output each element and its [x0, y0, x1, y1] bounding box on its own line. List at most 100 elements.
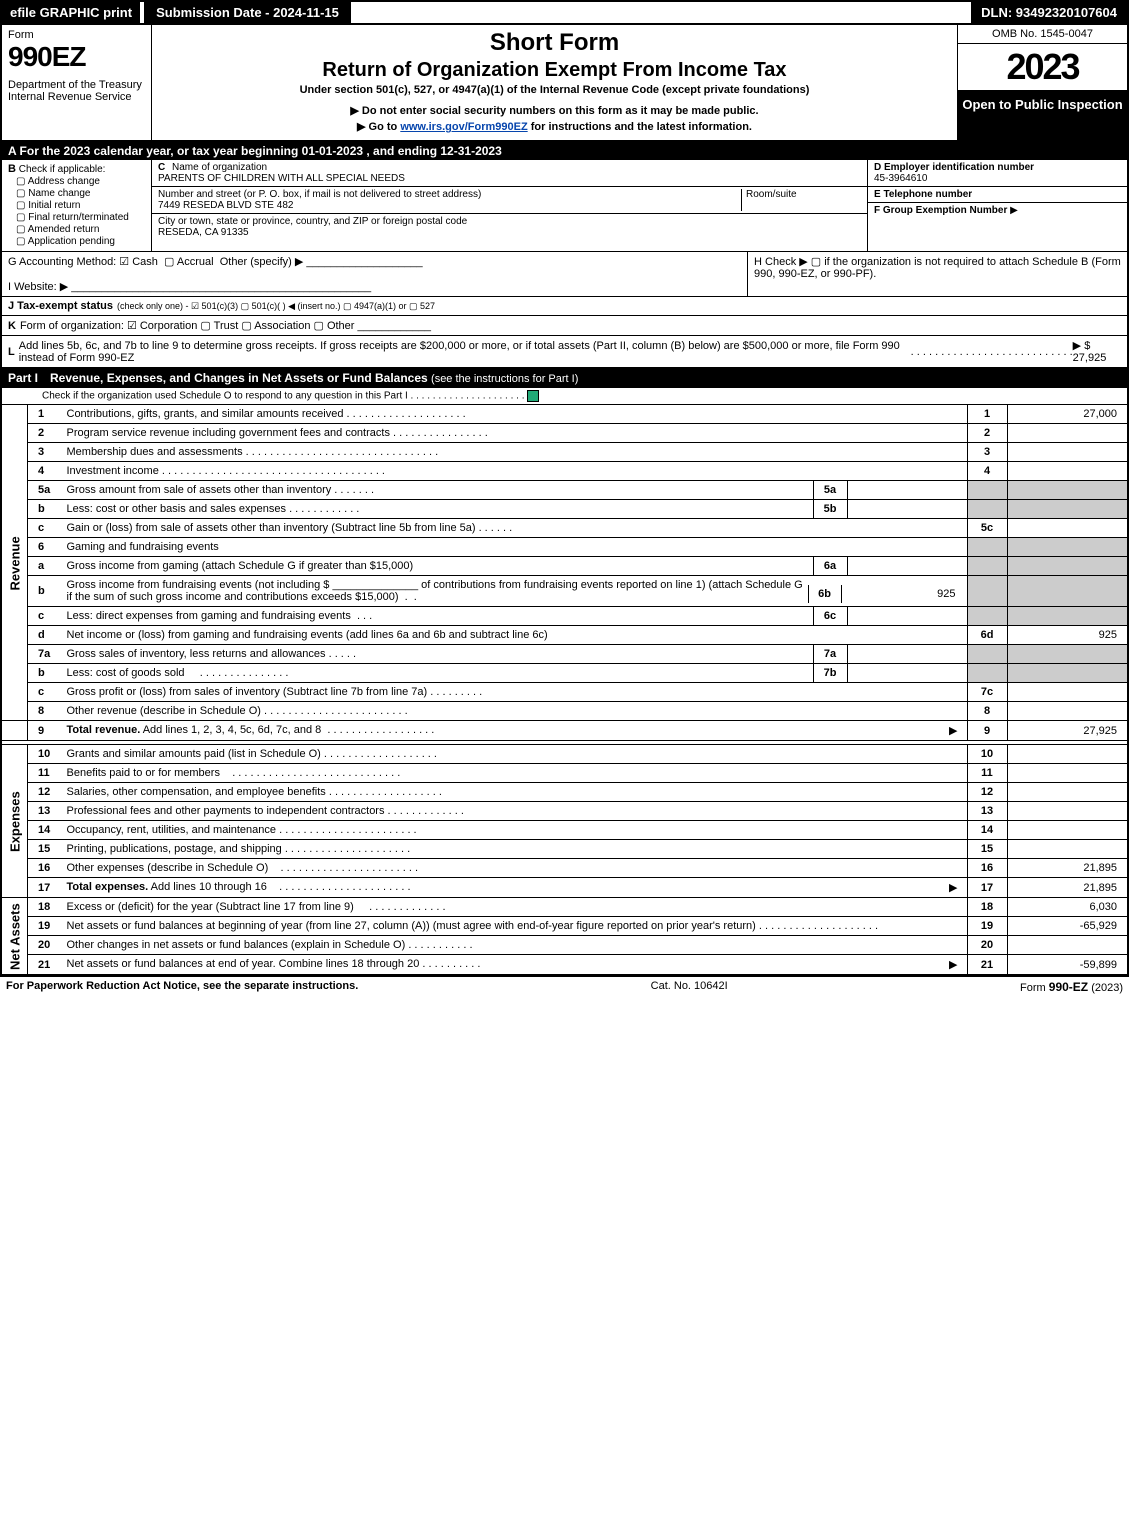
form-word: Form	[8, 29, 145, 41]
part1-check-o: Check if the organization used Schedule …	[2, 388, 1127, 405]
schedule-o-checkbox-icon[interactable]	[527, 390, 539, 402]
chk-amended-return[interactable]: ▢ Amended return	[8, 224, 145, 235]
chk-application-pending[interactable]: ▢ Application pending	[8, 236, 145, 247]
line-17-desc: Total expenses. Add lines 10 through 16 …	[62, 878, 968, 898]
line-2-value	[1007, 424, 1127, 443]
line-15-value	[1007, 840, 1127, 859]
line-16-rnum: 16	[967, 859, 1007, 878]
org-city-state-zip: RESEDA, CA 91335	[158, 227, 249, 238]
line-13-num: 13	[28, 802, 62, 821]
line-16-value: 21,895	[1007, 859, 1127, 878]
line-9-desc: Total revenue. Add lines 1, 2, 3, 4, 5c,…	[62, 721, 968, 741]
line-6c-mnum: 6c	[813, 607, 847, 626]
line-6b-mnum: 6b	[808, 585, 842, 603]
line-k: K Form of organization: ☑ Corporation ▢ …	[2, 316, 1127, 336]
form-container: efile GRAPHIC print Submission Date - 20…	[0, 0, 1129, 977]
line-10-num: 10	[28, 745, 62, 764]
line-7c-num: c	[28, 683, 62, 702]
page-footer: For Paperwork Reduction Act Notice, see …	[0, 977, 1129, 997]
line-5a-shade	[967, 481, 1007, 500]
line-7b-mnum: 7b	[813, 664, 847, 683]
line-3-desc: Membership dues and assessments . . . . …	[62, 443, 968, 462]
line-3-value	[1007, 443, 1127, 462]
line-17-num: 17	[28, 878, 62, 898]
line-6b-desc: Gross income from fundraising events (no…	[62, 576, 968, 607]
agency-label: Department of the Treasury Internal Reve…	[8, 79, 145, 103]
line-6-num: 6	[28, 538, 62, 557]
line-19-num: 19	[28, 917, 62, 936]
line-j: J Tax-exempt status (check only one) - ☑…	[2, 297, 1127, 316]
line-5a-num: 5a	[28, 481, 62, 500]
line-13-rnum: 13	[967, 802, 1007, 821]
line-19-rnum: 19	[967, 917, 1007, 936]
line-5b-mval	[847, 500, 967, 519]
ein-label: D Employer identification number	[874, 162, 1034, 173]
line-5a-mnum: 5a	[813, 481, 847, 500]
dln: DLN: 93492320107604	[971, 2, 1127, 23]
line-21-num: 21	[28, 955, 62, 975]
line-6c-num: c	[28, 607, 62, 626]
line-2-desc: Program service revenue including govern…	[62, 424, 968, 443]
form-title: Return of Organization Exempt From Incom…	[162, 59, 947, 82]
irs-link[interactable]: www.irs.gov/Form990EZ	[400, 121, 527, 133]
org-name: PARENTS OF CHILDREN WITH ALL SPECIAL NEE…	[158, 173, 405, 184]
line-10-desc: Grants and similar amounts paid (list in…	[62, 745, 968, 764]
line-6d-num: d	[28, 626, 62, 645]
line-17-value: 21,895	[1007, 878, 1127, 898]
short-form-title: Short Form	[162, 29, 947, 57]
line-16-num: 16	[28, 859, 62, 878]
open-public-inspection: Open to Public Inspection	[958, 91, 1127, 140]
line-2-rnum: 2	[967, 424, 1007, 443]
line-20-desc: Other changes in net assets or fund bala…	[62, 936, 968, 955]
line-3-rnum: 3	[967, 443, 1007, 462]
line-21-value: -59,899	[1007, 955, 1127, 975]
line-6d-value: 925	[1007, 626, 1127, 645]
chk-initial-return[interactable]: ▢ Initial return	[8, 200, 145, 211]
line-15-desc: Printing, publications, postage, and shi…	[62, 840, 968, 859]
line-6a-num: a	[28, 557, 62, 576]
line-18-rnum: 18	[967, 898, 1007, 917]
revenue-side-label: Revenue	[2, 405, 28, 721]
form-number: 990EZ	[8, 41, 145, 73]
line-7a-mval	[847, 645, 967, 664]
line-10-rnum: 10	[967, 745, 1007, 764]
line-8-num: 8	[28, 702, 62, 721]
line-6a-desc: Gross income from gaming (attach Schedul…	[62, 557, 814, 576]
line-1-rnum: 1	[967, 405, 1007, 424]
tax-year: 2023	[958, 44, 1127, 91]
line-19-value: -65,929	[1007, 917, 1127, 936]
chk-final-return[interactable]: ▢ Final return/terminated	[8, 212, 145, 223]
line-14-rnum: 14	[967, 821, 1007, 840]
line-5b-num: b	[28, 500, 62, 519]
chk-name-change[interactable]: ▢ Name change	[8, 188, 145, 199]
line-7b-desc: Less: cost of goods sold . . . . . . . .…	[62, 664, 814, 683]
efile-print-label[interactable]: efile GRAPHIC print	[2, 2, 140, 23]
omb-number: OMB No. 1545-0047	[958, 25, 1127, 44]
line-5c-rnum: 5c	[967, 519, 1007, 538]
org-address: 7449 RESEDA BLVD STE 482	[158, 200, 293, 211]
section-b-c-d-e-f: B Check if applicable: ▢ Address change …	[2, 160, 1127, 252]
line-10-value	[1007, 745, 1127, 764]
line-11-desc: Benefits paid to or for members . . . . …	[62, 764, 968, 783]
chk-address-change[interactable]: ▢ Address change	[8, 176, 145, 187]
line-2-num: 2	[28, 424, 62, 443]
footer-cat-no: Cat. No. 10642I	[358, 980, 1020, 994]
line-7a-desc: Gross sales of inventory, less returns a…	[62, 645, 814, 664]
line-11-rnum: 11	[967, 764, 1007, 783]
bullet-goto: ▶ Go to www.irs.gov/Form990EZ for instru…	[162, 120, 947, 133]
line-19-desc: Net assets or fund balances at beginning…	[62, 917, 968, 936]
submission-date: Submission Date - 2024-11-15	[144, 2, 351, 23]
line-14-value	[1007, 821, 1127, 840]
form-subtitle: Under section 501(c), 527, or 4947(a)(1)…	[162, 84, 947, 96]
form-header: Form 990EZ Department of the Treasury In…	[2, 25, 1127, 142]
line-20-rnum: 20	[967, 936, 1007, 955]
line-13-desc: Professional fees and other payments to …	[62, 802, 968, 821]
line-13-value	[1007, 802, 1127, 821]
line-12-desc: Salaries, other compensation, and employ…	[62, 783, 968, 802]
col-d-e-f: D Employer identification number 45-3964…	[867, 160, 1127, 251]
line-8-desc: Other revenue (describe in Schedule O) .…	[62, 702, 968, 721]
line-8-value	[1007, 702, 1127, 721]
line-20-num: 20	[28, 936, 62, 955]
line-5a-desc: Gross amount from sale of assets other t…	[62, 481, 814, 500]
header-right: OMB No. 1545-0047 2023 Open to Public In…	[957, 25, 1127, 140]
